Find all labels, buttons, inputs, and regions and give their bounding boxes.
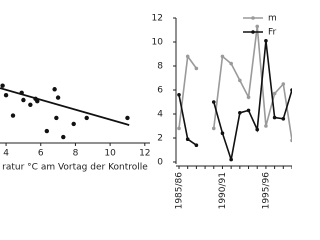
marker	[290, 138, 292, 143]
y-tick-label: 6	[157, 86, 163, 96]
legend-label: Fr	[268, 28, 277, 38]
x-axis-label: ratur °C am Vortag der Kontrolle	[2, 163, 148, 173]
trend-line	[0, 87, 130, 126]
y-tick-label: 10	[152, 38, 164, 48]
point	[21, 97, 26, 103]
point	[10, 113, 16, 118]
marker	[177, 126, 181, 131]
y-tick-label: 0	[157, 158, 163, 168]
figure: 4 6 8 10 12 ratur °C am Vortag der Kontrolle 0…	[0, 14, 292, 210]
marker	[238, 78, 242, 83]
marker	[177, 93, 181, 97]
x-tick-label: 4	[3, 149, 9, 159]
point	[52, 87, 57, 92]
point	[125, 115, 130, 121]
y-tick-label: 8	[157, 62, 163, 72]
x-tick-label: 8	[73, 149, 79, 159]
y-tick-label: 2	[157, 134, 163, 144]
marker	[211, 126, 216, 131]
marker	[229, 157, 233, 162]
marker	[255, 127, 260, 132]
marker	[264, 39, 268, 43]
legend-marker	[251, 16, 255, 20]
y-tick-label: 4	[157, 110, 163, 120]
point	[44, 128, 50, 134]
series-line	[212, 40, 292, 160]
legend-marker	[251, 30, 255, 34]
marker	[272, 91, 277, 96]
marker	[220, 131, 225, 135]
marker	[281, 117, 286, 121]
x-tick-label: 6	[38, 149, 44, 159]
marker	[229, 61, 233, 66]
marker	[281, 82, 286, 86]
point	[61, 134, 66, 140]
marker	[211, 100, 216, 104]
x-tick-label: 10	[104, 149, 116, 159]
marker	[185, 137, 190, 141]
marker	[246, 108, 251, 113]
point	[28, 102, 33, 107]
marker	[194, 143, 199, 147]
x-tick-label: 1990/91	[218, 172, 228, 209]
point	[54, 115, 59, 121]
y-tick-label: 12	[152, 14, 163, 24]
point	[55, 95, 61, 100]
marker	[264, 124, 268, 128]
point	[35, 99, 40, 104]
marker	[238, 111, 242, 115]
marker	[220, 54, 225, 59]
marker	[246, 95, 251, 99]
marker	[185, 54, 190, 59]
marker	[194, 66, 199, 71]
x-tick-label: 12	[139, 149, 150, 159]
point	[71, 121, 76, 127]
series-line	[212, 26, 292, 141]
point	[3, 93, 9, 98]
marker	[272, 115, 277, 120]
legend-label: m	[268, 14, 277, 24]
point	[84, 115, 89, 121]
marker	[290, 88, 292, 92]
marker	[255, 24, 260, 29]
series-line	[178, 54, 198, 129]
point	[19, 90, 24, 96]
point	[0, 83, 5, 88]
x-tick-label: 1995/96	[261, 172, 271, 210]
x-tick-label: 1985/86	[175, 172, 185, 210]
